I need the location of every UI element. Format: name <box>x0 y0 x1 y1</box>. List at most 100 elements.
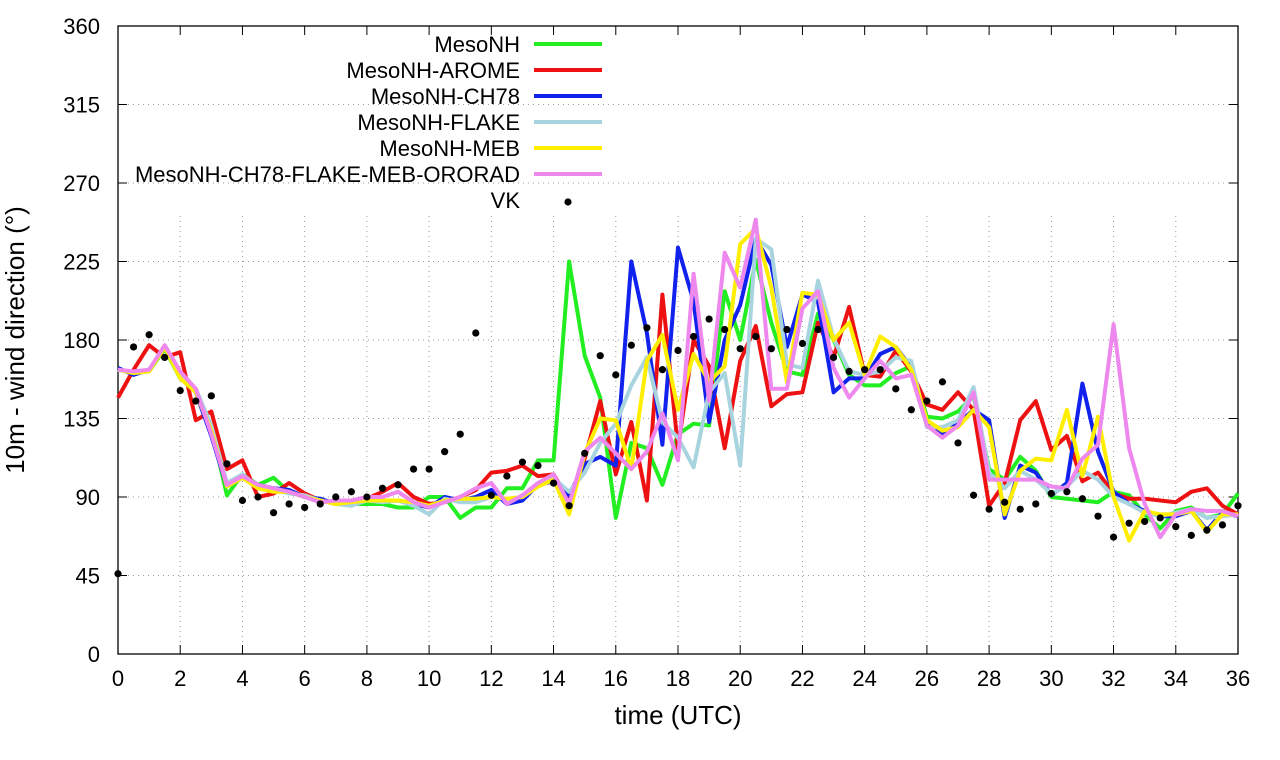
series-vk <box>114 315 1242 578</box>
x-tick-label: 36 <box>1226 666 1250 691</box>
x-tick-label: 0 <box>112 666 124 691</box>
data-point <box>145 331 153 339</box>
data-point <box>565 502 573 510</box>
data-point <box>161 353 169 362</box>
series-line <box>117 217 1239 540</box>
y-tick-label: 180 <box>63 328 100 353</box>
x-tick-label: 28 <box>977 666 1001 691</box>
data-point <box>1032 500 1040 508</box>
data-point <box>347 488 355 496</box>
data-point <box>814 325 822 334</box>
x-tick-label: 18 <box>666 666 690 691</box>
legend: MesoNHMesoNH-AROMEMesoNH-CH78MesoNH-FLAK… <box>135 32 602 213</box>
y-tick-label: 270 <box>63 171 100 196</box>
data-point <box>114 570 122 578</box>
data-point <box>409 465 418 473</box>
data-point <box>425 465 433 473</box>
data-point <box>923 397 931 405</box>
data-point <box>829 353 838 362</box>
data-point <box>892 385 900 393</box>
data-point <box>627 341 635 349</box>
data-point <box>938 378 947 386</box>
data-point <box>1125 519 1133 527</box>
data-point <box>192 397 200 405</box>
data-point <box>254 493 262 501</box>
data-point <box>767 345 775 353</box>
y-tick-label: 225 <box>63 250 100 275</box>
series-mesonh-ch78-flake-meb-ororad <box>117 217 1239 540</box>
data-point <box>643 324 651 332</box>
data-point <box>316 500 324 508</box>
x-tick-label: 10 <box>417 666 441 691</box>
data-point <box>1047 489 1055 498</box>
data-point <box>1156 514 1164 522</box>
data-point <box>456 430 464 438</box>
data-point <box>907 406 915 414</box>
data-point <box>1063 488 1071 496</box>
legend-item-mesonh-flake: MesoNH-FLAKE <box>357 110 602 135</box>
data-point <box>1001 498 1009 506</box>
x-tick-label: 34 <box>1164 666 1188 691</box>
x-tick-label: 22 <box>790 666 814 691</box>
x-tick-label: 14 <box>541 666 565 691</box>
x-axis-title: time (UTC) <box>614 700 741 730</box>
data-point <box>954 439 962 447</box>
data-point <box>1234 502 1242 510</box>
data-point <box>861 366 869 374</box>
data-point <box>1141 517 1149 526</box>
legend-label: MesoNH-AROME <box>346 58 520 83</box>
data-point <box>752 332 760 341</box>
data-point <box>472 329 480 337</box>
series-layer <box>114 217 1242 578</box>
data-point <box>798 339 807 348</box>
data-point <box>534 462 542 470</box>
data-point <box>581 449 589 457</box>
data-point <box>985 505 993 513</box>
legend-label: MesoNH-FLAKE <box>357 110 520 135</box>
y-tick-label: 90 <box>76 485 100 510</box>
data-point <box>876 366 884 374</box>
data-point <box>238 496 247 505</box>
x-tick-label: 30 <box>1039 666 1063 691</box>
data-point <box>378 484 387 492</box>
x-tick-label: 20 <box>728 666 752 691</box>
y-axis-title: 10m - wind direction (°) <box>0 206 30 474</box>
x-tick-label: 4 <box>236 666 248 691</box>
y-tick-label: 315 <box>63 93 100 118</box>
data-point <box>705 315 713 323</box>
data-point <box>503 472 511 480</box>
y-axis: 0 45 90 135 180 225 270 315 360 <box>63 14 1238 667</box>
data-point <box>549 479 558 487</box>
data-point <box>1094 512 1102 520</box>
legend-label: MesoNH-CH78 <box>371 84 520 109</box>
data-point <box>674 346 682 355</box>
data-point <box>1187 531 1195 539</box>
data-point <box>1203 526 1211 534</box>
data-point <box>736 345 744 353</box>
legend-item-mesonh-meb: MesoNH-MEB <box>379 136 602 161</box>
data-point <box>269 509 278 517</box>
legend-item-mesonh: MesoNH <box>434 32 602 57</box>
data-point <box>285 500 293 508</box>
x-tick-label: 12 <box>479 666 503 691</box>
data-point <box>596 352 604 360</box>
legend-swatch <box>564 198 572 206</box>
y-tick-label: 360 <box>63 14 100 39</box>
data-point <box>969 491 978 499</box>
data-point <box>689 332 698 341</box>
legend-item-mesonh-ch78-flake-meb-ororad: MesoNH-CH78-FLAKE-MEB-ORORAD <box>135 162 602 187</box>
y-tick-label: 135 <box>63 407 100 432</box>
data-point <box>845 367 853 375</box>
data-point <box>207 392 215 400</box>
x-axis: 0 2 4 6 8 10 12 14 16 18 20 22 24 26 28 30 32 34 36 <box>112 26 1250 691</box>
y-tick-label: 45 <box>76 564 100 589</box>
data-point <box>1078 495 1087 503</box>
data-point <box>1109 533 1118 541</box>
grid <box>118 104 1238 654</box>
data-point <box>721 325 729 334</box>
data-point <box>223 460 231 468</box>
x-tick-label: 26 <box>915 666 939 691</box>
data-point <box>1172 523 1180 531</box>
series-mesonh-meb <box>117 226 1238 543</box>
data-point <box>129 343 138 351</box>
